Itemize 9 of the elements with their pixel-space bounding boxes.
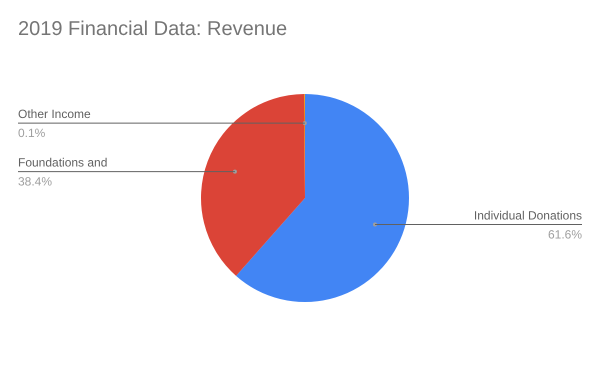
data-label: 61.6%: [548, 228, 582, 242]
slice-label: Foundations and: [18, 156, 108, 170]
pie-slice: [236, 94, 409, 302]
slice-label: Individual Donations: [474, 208, 582, 223]
chart-title: 2019 Financial Data: Revenue: [18, 18, 288, 41]
data-label: 38.4%: [18, 174, 52, 189]
data-label: 0.1%: [18, 126, 46, 140]
pie-slice: [201, 94, 305, 276]
slice-label: Other Income: [18, 107, 92, 122]
